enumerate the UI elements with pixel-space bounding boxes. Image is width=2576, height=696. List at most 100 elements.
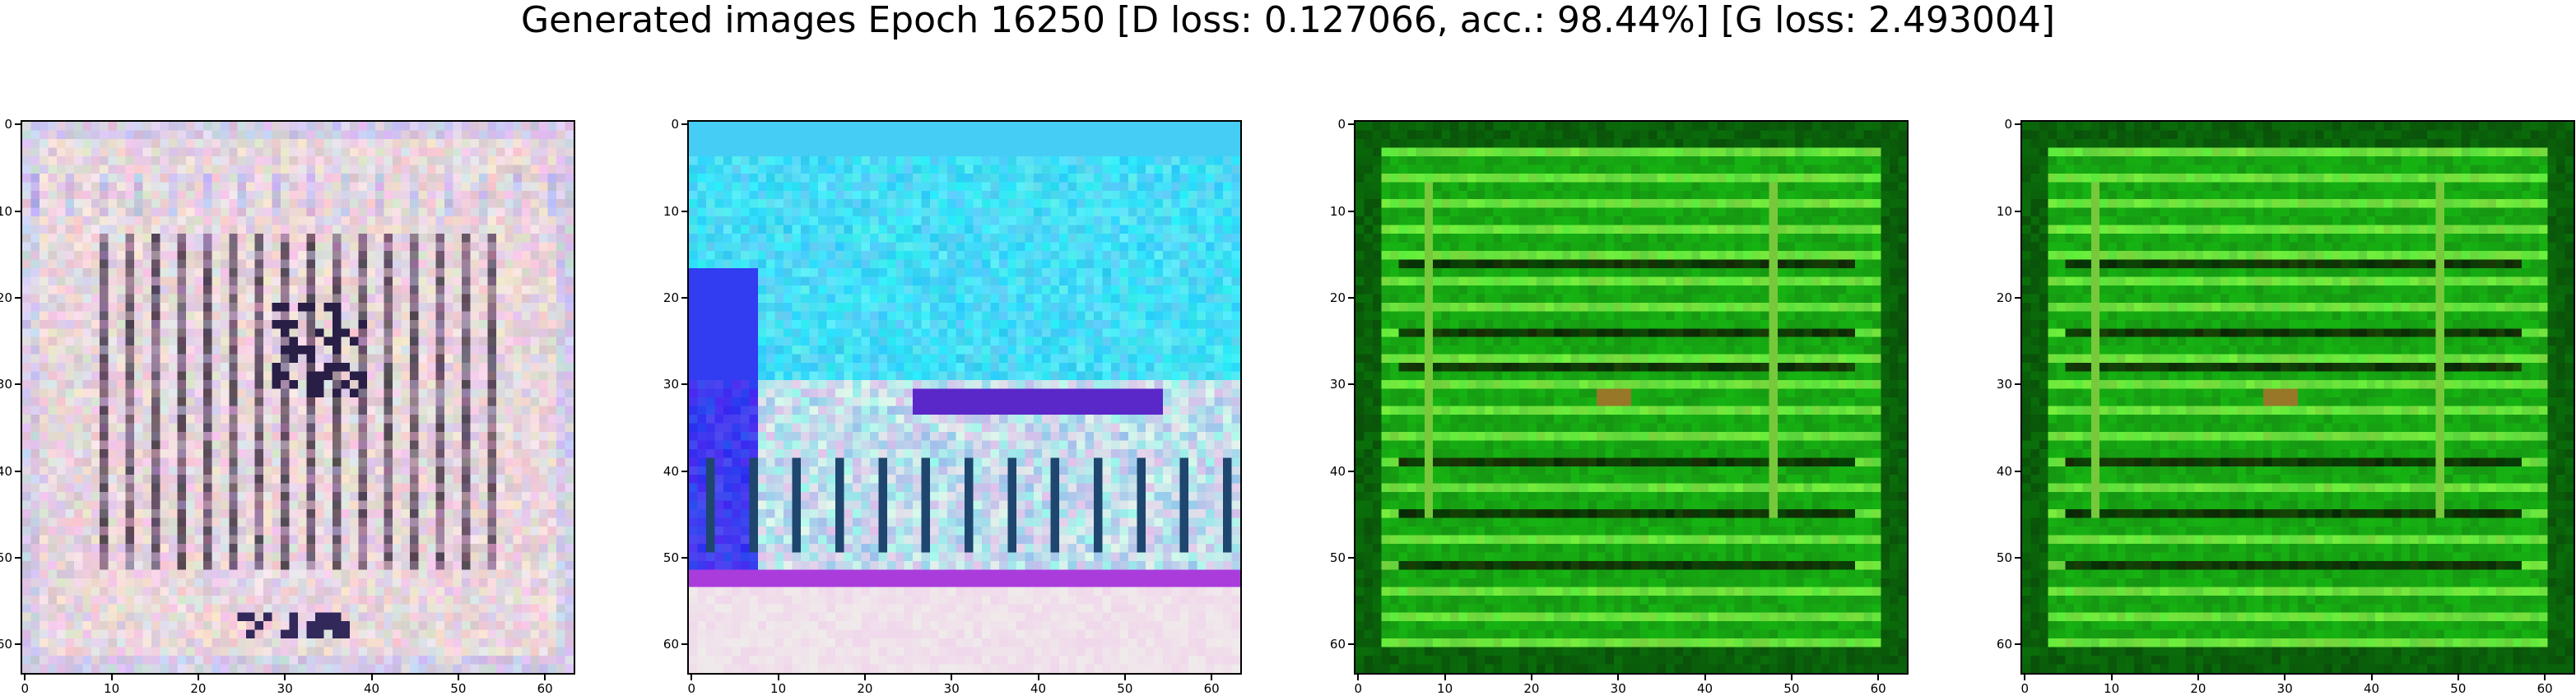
y-tick-label: 10: [1996, 203, 2012, 219]
generated-image-pixels: [22, 122, 574, 673]
image-canvas-2: [687, 120, 1242, 675]
generated-image-panel-3: 0 10 20 30 40 50 60 0 10 20 30 40 50 60: [1330, 118, 1909, 695]
y-tick-label: 50: [1996, 550, 2012, 565]
y-tick-label: 20: [1329, 290, 1346, 305]
x-tick-mark: [2284, 675, 2286, 680]
x-tick-mark: [2370, 675, 2373, 680]
y-tick-mark: [2015, 210, 2020, 212]
y-tick-label: 30: [0, 377, 12, 392]
x-tick-label: 50: [1783, 681, 1800, 696]
y-tick-label: 30: [663, 377, 679, 392]
x-tick-mark: [197, 675, 199, 680]
generated-image-panel-2: 0 10 20 30 40 50 60 0 10 20 30 40 50 60: [663, 118, 1242, 695]
x-tick-label: 10: [1437, 681, 1453, 696]
x-tick-mark: [2544, 675, 2546, 680]
x-tick-label: 30: [1610, 681, 1626, 696]
x-tick-mark: [777, 675, 779, 680]
x-tick-mark: [1357, 675, 1360, 680]
x-tick-mark: [457, 675, 459, 680]
y-tick-label: 50: [0, 550, 12, 565]
generated-image-pixels: [1355, 122, 1907, 673]
y-tick-label: 0: [4, 117, 12, 132]
x-tick-label: 60: [1870, 681, 1886, 696]
y-tick-mark: [15, 296, 21, 299]
y-tick-label: 40: [0, 463, 12, 479]
y-tick-mark: [2015, 296, 2020, 299]
x-tick-mark: [370, 675, 373, 680]
generated-image-pixels: [689, 122, 1240, 673]
x-tick-label: 40: [363, 681, 380, 696]
image-canvas-1: [21, 120, 575, 675]
x-tick-label: 40: [2363, 681, 2380, 696]
y-tick-label: 40: [663, 463, 679, 479]
x-tick-mark: [1444, 675, 1446, 680]
y-tick-mark: [1348, 210, 1354, 212]
x-tick-mark: [1530, 675, 1532, 680]
x-tick-label: 30: [277, 681, 293, 696]
y-tick-label: 60: [1329, 637, 1346, 652]
y-tick-label: 10: [1329, 203, 1346, 219]
x-tick-label: 50: [1117, 681, 1133, 696]
y-tick-mark: [1348, 643, 1354, 646]
x-tick-mark: [2024, 675, 2026, 680]
y-tick-mark: [15, 643, 21, 646]
x-tick-label: 0: [1354, 681, 1363, 696]
x-tick-mark: [1790, 675, 1793, 680]
x-tick-mark: [863, 675, 866, 680]
x-tick-label: 20: [1523, 681, 1540, 696]
x-tick-label: 0: [687, 681, 696, 696]
x-tick-mark: [2197, 675, 2199, 680]
x-tick-label: 50: [2450, 681, 2467, 696]
x-tick-label: 10: [2104, 681, 2120, 696]
y-tick-label: 50: [663, 550, 679, 565]
y-tick-mark: [1348, 470, 1354, 472]
x-tick-label: 0: [21, 681, 30, 696]
y-tick-mark: [15, 556, 21, 559]
y-tick-mark: [2015, 383, 2020, 386]
y-tick-mark: [681, 470, 687, 472]
y-tick-label: 40: [1996, 463, 2012, 479]
y-tick-label: 50: [1329, 550, 1346, 565]
x-tick-mark: [951, 675, 953, 680]
image-canvas-3: [1354, 120, 1909, 675]
x-tick-mark: [690, 675, 693, 680]
x-tick-label: 20: [190, 681, 207, 696]
x-tick-label: 30: [2276, 681, 2293, 696]
y-tick-label: 20: [0, 290, 12, 305]
x-tick-mark: [24, 675, 26, 680]
x-tick-label: 60: [2536, 681, 2553, 696]
y-tick-mark: [1348, 383, 1354, 386]
x-tick-label: 10: [770, 681, 787, 696]
image-canvas-4: [2020, 120, 2575, 675]
y-tick-label: 0: [1337, 117, 1346, 132]
y-tick-label: 10: [663, 203, 679, 219]
y-tick-mark: [15, 210, 21, 212]
y-tick-label: 20: [1996, 290, 2012, 305]
x-tick-label: 60: [1203, 681, 1220, 696]
x-tick-label: 40: [1696, 681, 1713, 696]
x-tick-mark: [1211, 675, 1213, 680]
generated-image-pixels: [2022, 122, 2574, 673]
x-tick-mark: [1123, 675, 1126, 680]
y-tick-mark: [1348, 556, 1354, 559]
y-tick-mark: [15, 470, 21, 472]
x-tick-label: 10: [104, 681, 120, 696]
y-tick-mark: [2015, 643, 2020, 646]
y-tick-mark: [15, 123, 21, 126]
y-tick-label: 0: [2004, 117, 2012, 132]
x-tick-label: 60: [537, 681, 553, 696]
x-tick-mark: [284, 675, 286, 680]
x-tick-label: 20: [857, 681, 873, 696]
y-tick-label: 0: [671, 117, 679, 132]
x-tick-mark: [544, 675, 546, 680]
y-tick-label: 30: [1329, 377, 1346, 392]
y-tick-label: 20: [663, 290, 679, 305]
x-tick-label: 50: [450, 681, 467, 696]
y-tick-mark: [15, 383, 21, 386]
x-tick-mark: [110, 675, 113, 680]
y-tick-mark: [681, 556, 687, 559]
generated-image-panel-4: 0 10 20 30 40 50 60 0 10 20 30 40 50 60: [1997, 118, 2575, 695]
y-tick-label: 40: [1329, 463, 1346, 479]
y-tick-label: 60: [663, 637, 679, 652]
x-tick-label: 0: [2020, 681, 2030, 696]
